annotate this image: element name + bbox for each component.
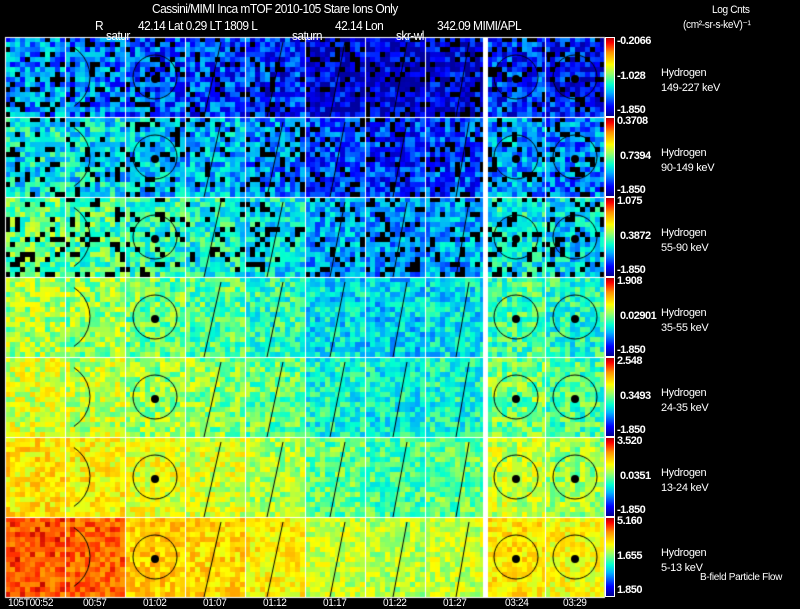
- x-tick-label: 01:12: [263, 597, 287, 609]
- colorbar-max: 5.160: [617, 515, 643, 527]
- colorbar-min: 1.850: [617, 584, 643, 596]
- colorbar-mid: 1.655: [617, 550, 643, 562]
- species: Hydrogen: [661, 67, 707, 79]
- row-label: Hydrogen 13-24 keV: [661, 466, 709, 496]
- overlay-label: saturn: [292, 28, 322, 43]
- row-label: Hydrogen 5-13 keV: [661, 546, 707, 576]
- colorbar-min: -1.850: [617, 184, 646, 196]
- energy-range: 149-227 keV: [661, 82, 721, 94]
- energy-range: 5-13 keV: [661, 562, 703, 574]
- x-tick-label: 01:27: [443, 597, 467, 609]
- colorbar-max: -0.2066: [617, 35, 651, 47]
- lon-value: 342.09 MIMI/APL: [437, 18, 522, 33]
- row-label: Hydrogen 149-227 keV: [661, 66, 720, 96]
- colorbar-mid: 0.7394: [620, 150, 651, 162]
- colorbar: [605, 277, 615, 357]
- x-tick-label: 01:17: [323, 597, 347, 609]
- overlay-label: satur: [106, 28, 130, 43]
- bfield-note: B-field Particle Flow: [700, 572, 783, 583]
- x-tick-label: 03:29: [563, 597, 587, 609]
- row-label: Hydrogen 35-55 keV: [661, 306, 709, 336]
- colorbar: [605, 517, 615, 597]
- x-tick-label: 01:07: [203, 597, 227, 609]
- position-info: 42.14 Lat 0.29 LT 1809 L: [138, 18, 258, 33]
- energy-range: 13-24 keV: [661, 482, 709, 494]
- species: Hydrogen: [661, 147, 707, 159]
- colorbar-max: 0.3708: [617, 115, 648, 127]
- overlay-label: skr-wl: [396, 28, 424, 43]
- r-label: R: [95, 18, 104, 33]
- colorbar: [605, 437, 615, 517]
- colorbar: [605, 357, 615, 437]
- colorbar-max: 2.548: [617, 355, 643, 367]
- x-tick-label: 03:24: [505, 597, 529, 609]
- colorbar-max: 1.908: [617, 275, 643, 287]
- units-title: Log Cnts: [712, 4, 750, 16]
- colorbar-max: 1.075: [617, 195, 643, 207]
- colorbar-min: -1.850: [617, 344, 646, 356]
- species: Hydrogen: [661, 547, 707, 559]
- colorbar-mid: 0.0351: [620, 470, 651, 482]
- colorbar: [605, 117, 615, 197]
- colorbar-min: -1.850: [617, 104, 646, 116]
- plot-title: Cassini/MIMI Inca mTOF 2010-105 Stare Io…: [152, 1, 398, 16]
- colorbar: [605, 37, 615, 117]
- colorbar-mid: -1.028: [617, 70, 646, 82]
- x-tick-label: 01:02: [143, 597, 167, 609]
- colorbar-mid: 0.3872: [620, 230, 651, 242]
- colorbar: [605, 197, 615, 277]
- row-label: Hydrogen 55-90 keV: [661, 226, 709, 256]
- colorbar-mid: 0.02901: [620, 310, 657, 322]
- colorbar-min: -1.850: [617, 504, 646, 516]
- units: (cm²-sr-s-keV)⁻¹: [683, 19, 751, 31]
- colorbar-min: -1.850: [617, 264, 646, 276]
- x-tick-label: 00:57: [83, 597, 107, 609]
- species: Hydrogen: [661, 307, 707, 319]
- row-label: Hydrogen 24-35 keV: [661, 386, 709, 416]
- energy-range: 90-149 keV: [661, 162, 715, 174]
- energy-range: 24-35 keV: [661, 402, 709, 414]
- species: Hydrogen: [661, 227, 707, 239]
- colorbar-mid: 0.3493: [620, 390, 651, 402]
- species: Hydrogen: [661, 467, 707, 479]
- x-tick-label: 105T00:52: [8, 597, 54, 609]
- species: Hydrogen: [661, 387, 707, 399]
- colorbar-max: 3.520: [617, 435, 643, 447]
- energy-range: 35-55 keV: [661, 322, 709, 334]
- energy-range: 55-90 keV: [661, 242, 709, 254]
- lon-info: 42.14 Lon: [335, 18, 384, 33]
- x-tick-label: 01:22: [383, 597, 407, 609]
- row-label: Hydrogen 90-149 keV: [661, 146, 715, 176]
- colorbar-min: -1.850: [617, 424, 646, 436]
